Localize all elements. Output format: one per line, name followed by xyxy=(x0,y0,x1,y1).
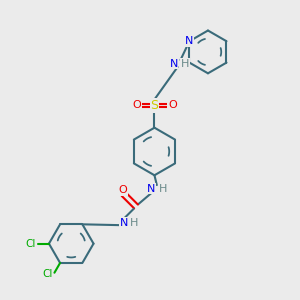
Text: N: N xyxy=(185,36,194,46)
Text: N: N xyxy=(120,218,128,228)
Text: O: O xyxy=(118,185,127,195)
Text: O: O xyxy=(168,100,177,110)
Text: H: H xyxy=(159,184,168,194)
Text: H: H xyxy=(130,218,139,228)
Text: O: O xyxy=(132,100,141,110)
Text: Cl: Cl xyxy=(26,238,36,249)
Text: H: H xyxy=(181,58,189,68)
Text: S: S xyxy=(151,99,158,112)
Text: N: N xyxy=(169,58,178,68)
Text: Cl: Cl xyxy=(43,269,53,279)
Text: N: N xyxy=(147,184,156,194)
